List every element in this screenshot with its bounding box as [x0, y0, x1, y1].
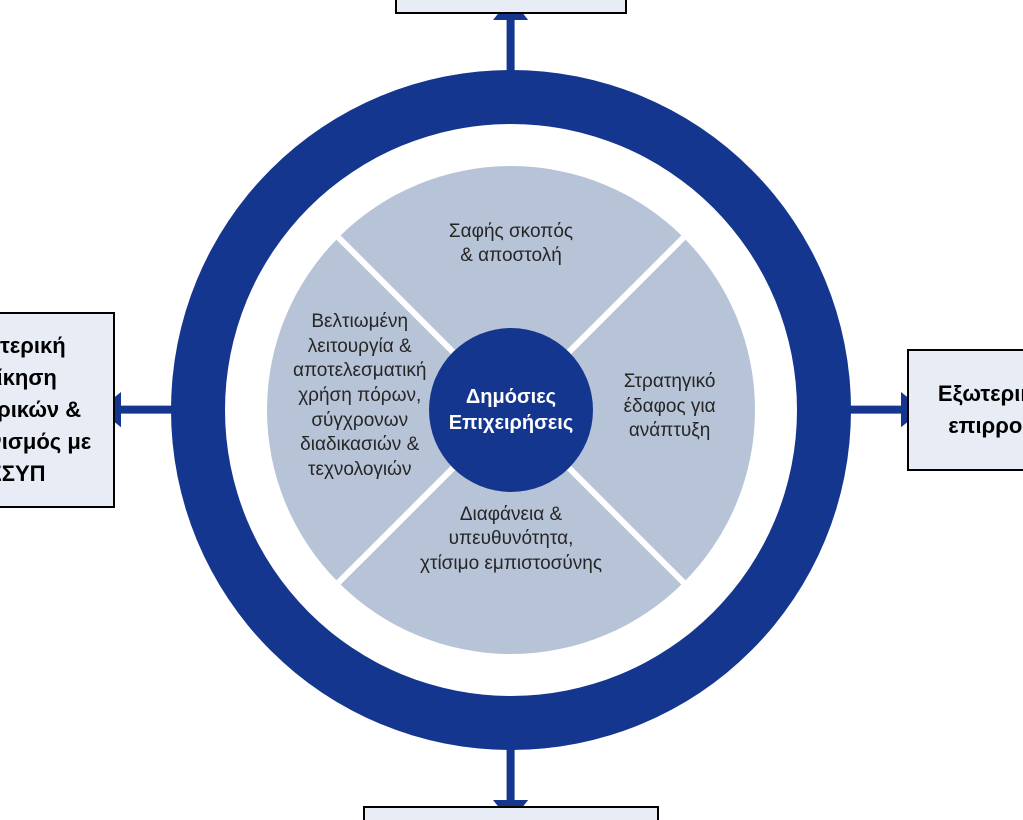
segment-label-left: Βελτιωμένη λειτουργία & αποτελεσματική χ… — [265, 310, 455, 483]
center-circle: Δημόσιες Επιχειρήσεις — [429, 328, 593, 492]
outer-box-right: Εξωτερική επιρροή — [907, 349, 1023, 471]
segment-label-right: Στρατηγικό έδαφος για ανάπτυξη — [585, 370, 755, 444]
outer-box-bottom: Σχέση με πολίτες και άλλα ενδιαφερόμενα … — [363, 806, 659, 820]
outer-box-top: Σχέση με κυβέρνηση — [395, 0, 627, 14]
segment-label-top: Σαφής σκοπός & αποστολή — [401, 220, 621, 269]
segment-label-bottom: Διαφάνεια & υπευθυνότητα, χτίσιμο εμπιστ… — [381, 503, 641, 577]
outer-box-left: Εσωτερική Διοίκηση θυγατρικών & συντονισ… — [0, 312, 115, 508]
